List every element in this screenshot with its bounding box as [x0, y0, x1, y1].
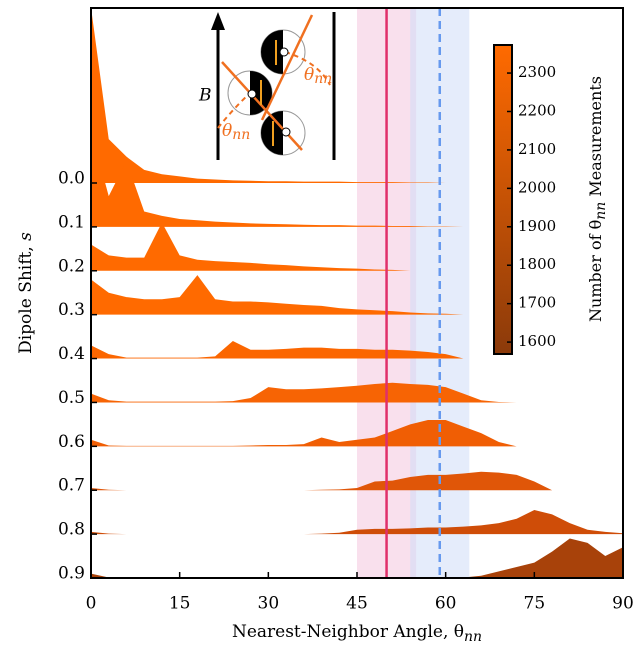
colorbar-tick-label: 1900 [518, 217, 556, 235]
x-tick-label: 15 [169, 594, 191, 614]
inset-field: B [198, 86, 212, 106]
ridge-area [91, 509, 623, 535]
ridge-area [91, 538, 623, 578]
ridge-area [91, 420, 623, 447]
x-tick-label: 0 [86, 594, 97, 614]
ridge-area [91, 382, 623, 403]
y-tick-label: 0.5 [58, 388, 85, 408]
colorbar-tick-label: 1700 [518, 294, 556, 312]
x-label-text: Nearest-Neighbor Angle, θ [232, 622, 464, 642]
y-tick-label: 0.7 [58, 476, 85, 496]
y-axis-label: Dipole Shift, s [16, 232, 36, 354]
colorbar [493, 44, 513, 355]
y-tick-label: 0.4 [58, 344, 85, 364]
inset-angle-sym: θ [222, 121, 232, 141]
colorbar-label: Number of θnn Measurements [586, 76, 610, 322]
x-tick-label: 45 [346, 594, 368, 614]
colorbar-tick-label: 2100 [518, 140, 556, 158]
x-tick-label: 30 [258, 594, 280, 614]
inset-angle-sub: nn [314, 71, 332, 87]
y-tick-label: 0.2 [58, 256, 85, 276]
y-tick-label: 0.9 [58, 564, 85, 584]
colorbar-label-text: Number of θ [586, 220, 605, 322]
colorbar-label-sub: nn [593, 202, 609, 220]
y-tick-label: 0.8 [58, 520, 85, 540]
inset-diagram: B θnn θnn [198, 12, 336, 160]
x-tick-label: 90 [612, 594, 634, 614]
y-tick-label: 0.0 [58, 169, 85, 189]
colorbar-tick-label: 2300 [518, 63, 556, 81]
y-tick-label: 0.6 [58, 432, 85, 452]
ridge-area [91, 222, 623, 271]
ridge-area [91, 341, 623, 359]
inset-angle-sym: θ [304, 65, 314, 85]
y-label-var: s [16, 232, 36, 241]
colorbar-tick-label: 2000 [518, 178, 556, 196]
y-tick-label: 0.3 [58, 300, 85, 320]
colorbar-tick-label: 1800 [518, 255, 556, 273]
x-axis-label: Nearest-Neighbor Angle, θnn [232, 622, 482, 646]
ridge-area [91, 275, 623, 315]
x-tick-label: 75 [524, 594, 546, 614]
x-tick-label: 60 [435, 594, 457, 614]
x-label-sub: nn [464, 629, 482, 645]
colorbar-label-end: Measurements [586, 76, 605, 202]
colorbar-tick-label: 2200 [518, 101, 556, 119]
inset-angle: θnn [304, 65, 332, 88]
y-label-text: Dipole Shift, [16, 241, 36, 354]
inset-angle: θnn [222, 121, 250, 144]
ridge-area [91, 130, 623, 227]
inset-angle-sub: nn [232, 127, 250, 143]
ridge-area [91, 471, 623, 491]
colorbar-tick-label: 1600 [518, 332, 556, 350]
y-tick-label: 0.1 [58, 212, 85, 232]
